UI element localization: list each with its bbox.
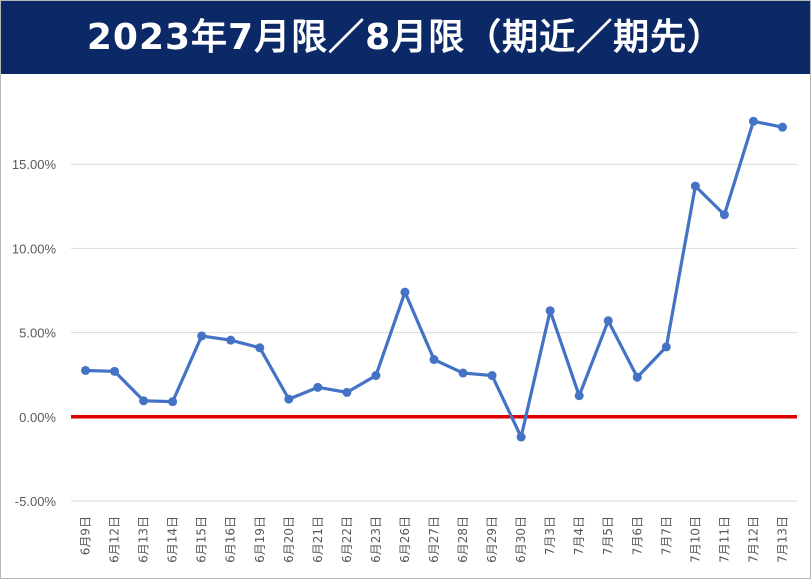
x-tick-label: 6月28日 bbox=[456, 516, 470, 563]
x-tick-label: 6月12日 bbox=[108, 516, 122, 563]
data-point bbox=[226, 335, 236, 345]
x-tick-label: 6月16日 bbox=[224, 516, 238, 563]
x-tick-label: 6月29日 bbox=[485, 516, 499, 563]
data-point bbox=[458, 368, 468, 378]
title-banner: 2023年7月限／8月限（期近／期先） bbox=[1, 1, 810, 74]
x-tick-label: 7月7日 bbox=[659, 516, 673, 555]
x-tick-label: 6月15日 bbox=[195, 516, 209, 563]
x-tick-label: 6月22日 bbox=[340, 516, 354, 563]
data-point bbox=[284, 394, 294, 404]
x-tick-label: 6月9日 bbox=[79, 516, 93, 555]
data-point bbox=[690, 181, 700, 191]
data-point bbox=[487, 371, 497, 381]
x-tick-label: 7月3日 bbox=[543, 516, 557, 555]
data-point bbox=[516, 432, 526, 442]
x-tick-label: 7月5日 bbox=[601, 516, 615, 555]
data-point bbox=[313, 382, 323, 392]
data-point bbox=[748, 116, 758, 126]
x-tick-label: 6月26日 bbox=[398, 516, 412, 563]
data-point bbox=[371, 371, 381, 381]
data-point bbox=[429, 355, 439, 365]
x-tick-label: 6月30日 bbox=[514, 516, 528, 563]
data-point bbox=[168, 397, 178, 407]
data-point bbox=[81, 365, 91, 375]
y-tick-label: 0.00% bbox=[19, 410, 56, 425]
x-axis-ticks: 6月9日 6月12日 6月13日 6月14日 6月15日 6月16日 6月19日 6月20日 6… bbox=[79, 516, 790, 563]
data-point bbox=[110, 366, 120, 376]
x-tick-label: 6月13日 bbox=[137, 516, 151, 563]
data-point bbox=[197, 331, 207, 341]
data-point bbox=[342, 387, 352, 397]
y-tick-label: 5.00% bbox=[19, 326, 56, 341]
chart-title: 2023年7月限／8月限（期近／期先） bbox=[86, 17, 725, 58]
x-tick-label: 7月12日 bbox=[746, 516, 760, 563]
x-tick-label: 6月27日 bbox=[427, 516, 441, 563]
x-tick-label: 6月19日 bbox=[253, 516, 267, 563]
data-point bbox=[400, 287, 410, 297]
y-tick-label: 10.00% bbox=[12, 241, 57, 256]
gridlines bbox=[71, 163, 797, 502]
x-tick-label: 7月13日 bbox=[775, 516, 789, 563]
x-tick-label: 6月21日 bbox=[311, 516, 325, 563]
x-tick-label: 6月14日 bbox=[166, 516, 180, 563]
y-tick-label: -5.00% bbox=[15, 494, 57, 509]
y-tick-label: 15.00% bbox=[12, 157, 57, 172]
x-tick-label: 7月11日 bbox=[717, 516, 731, 563]
data-point bbox=[255, 343, 265, 353]
data-point bbox=[719, 210, 729, 220]
x-tick-label: 6月20日 bbox=[282, 516, 296, 563]
data-point bbox=[777, 122, 787, 132]
x-tick-label: 7月6日 bbox=[630, 516, 644, 555]
x-tick-label: 7月4日 bbox=[572, 516, 586, 555]
series-line bbox=[85, 119, 783, 439]
x-tick-label: 6月23日 bbox=[369, 516, 383, 563]
x-tick-label: 7月10日 bbox=[688, 516, 702, 563]
data-point bbox=[545, 306, 555, 316]
data-point bbox=[574, 391, 584, 401]
data-point bbox=[603, 316, 613, 326]
data-point bbox=[632, 372, 642, 382]
series-group bbox=[81, 116, 787, 442]
data-point bbox=[139, 396, 149, 406]
y-axis-ticks: -5.00% 0.00% 5.00% 10.00% 15.00% bbox=[12, 157, 57, 509]
data-point bbox=[661, 342, 671, 352]
